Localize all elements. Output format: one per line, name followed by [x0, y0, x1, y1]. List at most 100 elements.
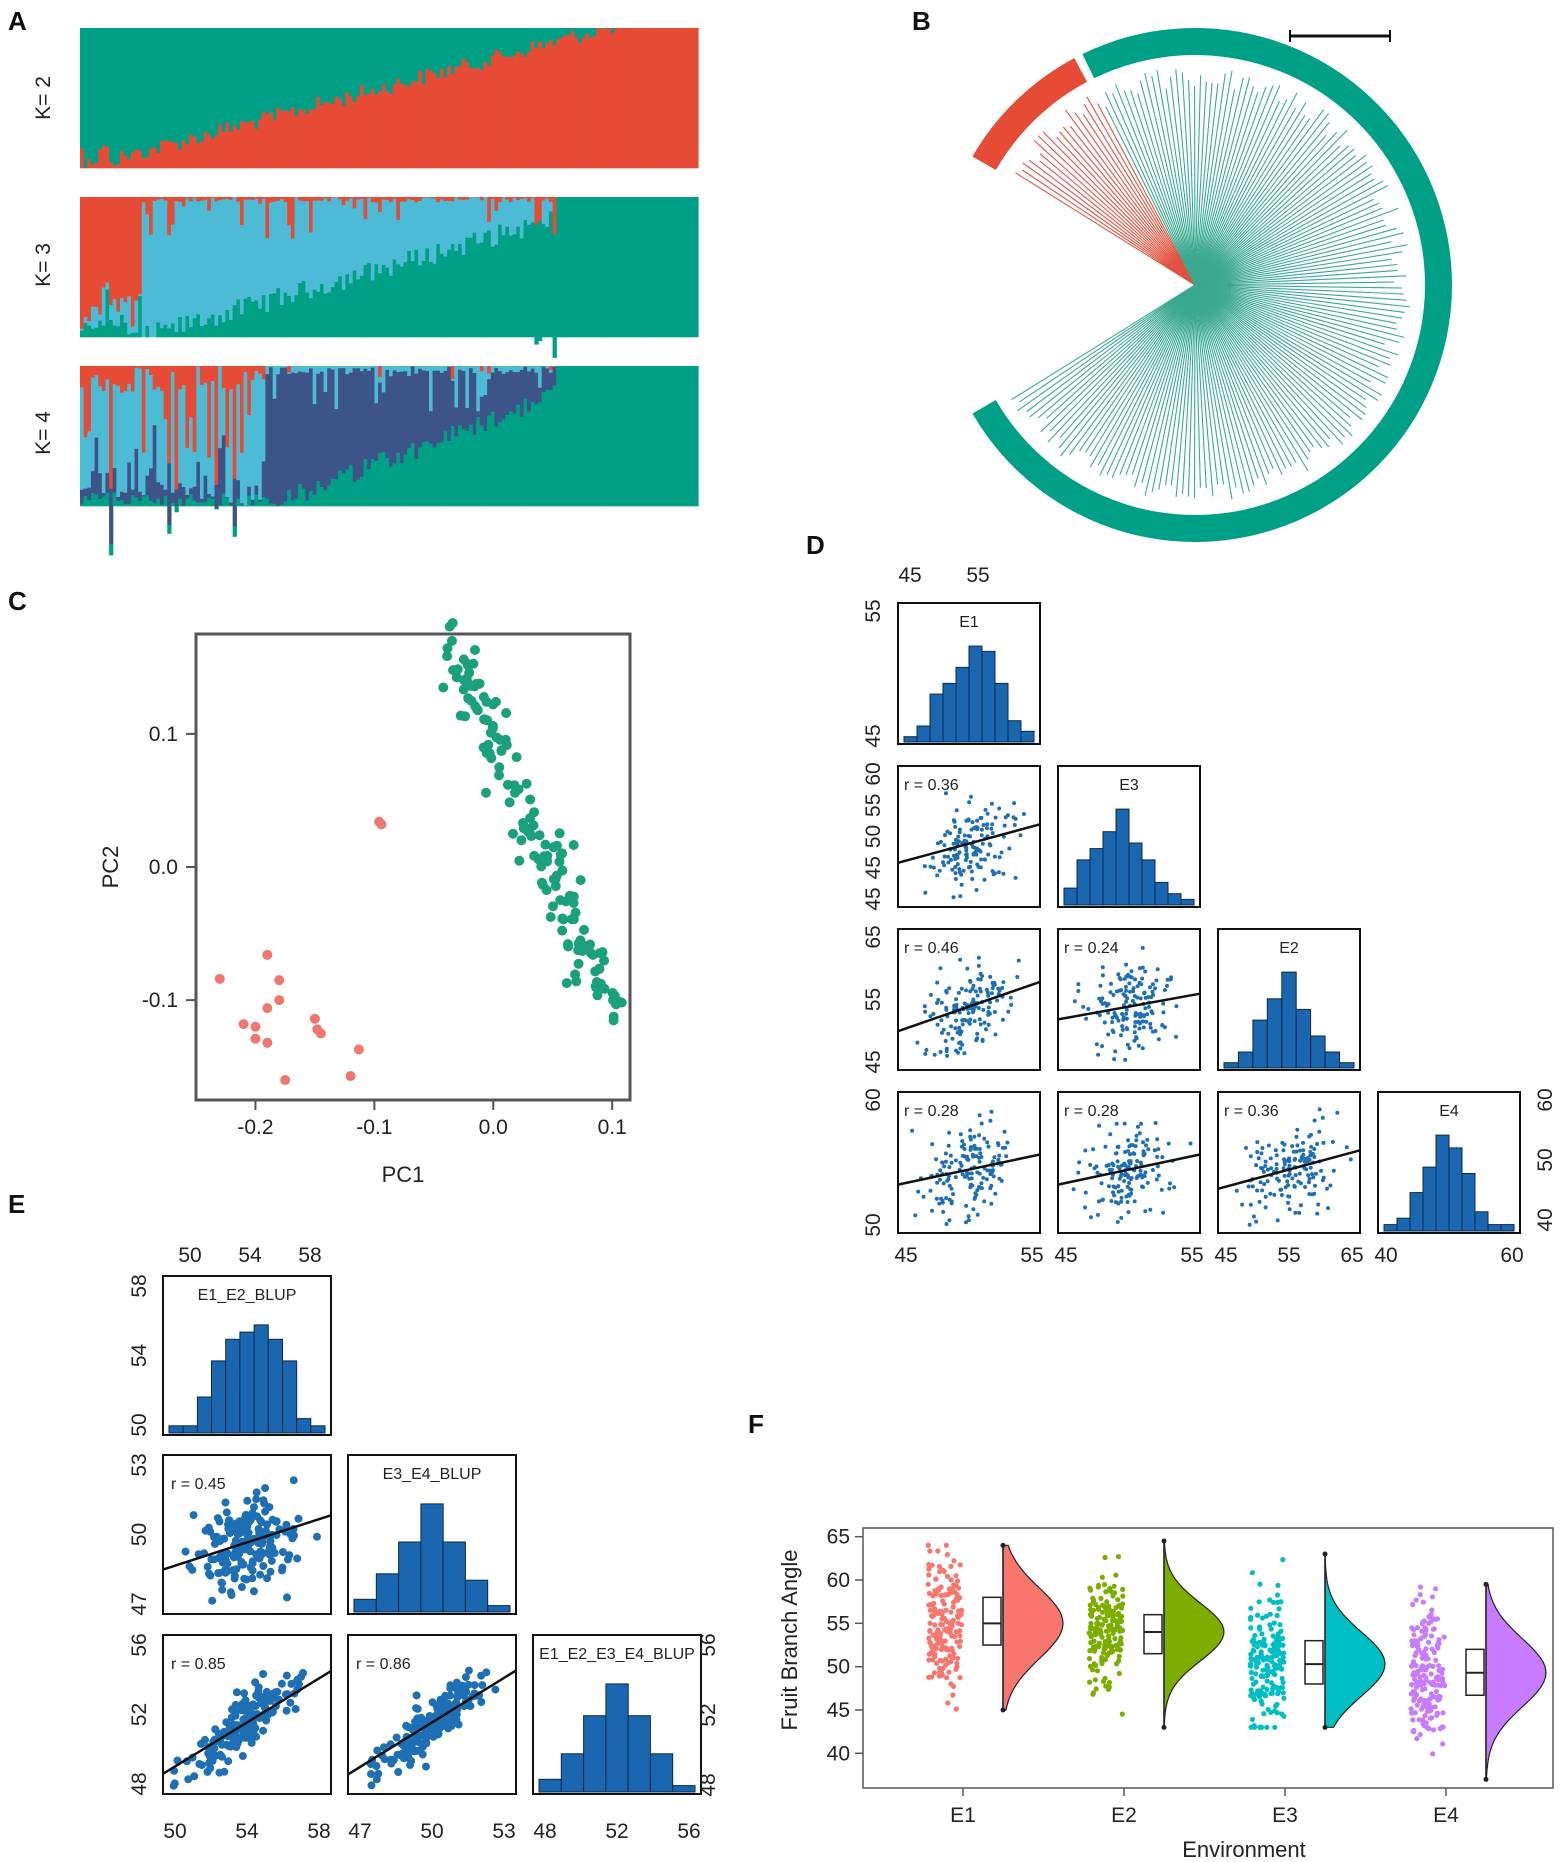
ancestry-segment-green	[418, 447, 423, 507]
raincloud-point	[1438, 1683, 1444, 1689]
ancestry-segment-lightblue	[130, 326, 136, 334]
ancestry-segment-navy	[378, 382, 383, 454]
ancestry-segment-lightblue	[290, 366, 296, 373]
ancestry-segment-green	[239, 504, 245, 507]
ancestry-segment-lightblue	[458, 199, 463, 245]
scatter-point	[976, 963, 981, 968]
ancestry-segment-green	[472, 434, 477, 507]
tree-branch-inner	[1194, 143, 1225, 286]
ancestry-segment-red	[236, 366, 241, 385]
scatter-point	[1001, 834, 1006, 839]
ancestry-segment-lightblue	[414, 366, 419, 374]
ancestry-segment-red	[465, 62, 470, 169]
ancestry-segment-green	[578, 28, 583, 44]
ancestry-segment-navy	[498, 371, 503, 423]
scatter-point	[190, 1772, 199, 1781]
ancestry-segment-green	[210, 498, 216, 507]
scatter-point	[975, 1188, 980, 1193]
ancestry-segment-green	[221, 493, 227, 507]
ancestry-segment-navy	[98, 473, 103, 500]
ancestry-segment-green	[534, 224, 539, 345]
tree-branch-outer	[1254, 287, 1404, 295]
raincloud-point	[1412, 1676, 1418, 1682]
bottom-tick-label: 45	[1214, 1244, 1237, 1267]
raincloud-point	[1248, 1669, 1254, 1675]
scatter-point	[1124, 1194, 1129, 1199]
violin-half	[1324, 1553, 1386, 1728]
ancestry-segment-navy	[272, 398, 277, 505]
ancestry-segment-red	[523, 56, 528, 169]
ancestry-segment-green	[538, 220, 543, 342]
pca-point-green	[568, 891, 579, 902]
ancestry-segment-navy	[552, 366, 557, 386]
ancestry-segment-green	[134, 497, 139, 507]
ancestry-segment-red	[83, 197, 88, 318]
ancestry-segment-red	[210, 197, 216, 199]
ancestry-segment-lightblue	[498, 366, 503, 372]
ancestry-segment-green	[636, 197, 641, 338]
ancestry-segment-green	[192, 28, 197, 138]
raincloud-point	[954, 1639, 960, 1645]
ancestry-segment-green	[668, 197, 674, 338]
ancestry-segment-green	[243, 298, 248, 338]
scatter-point	[997, 855, 1002, 860]
ancestry-segment-green	[229, 28, 234, 132]
ancestry-segment-green	[676, 366, 681, 507]
tree-branch-outer	[1350, 263, 1398, 270]
scatter-point	[928, 1188, 933, 1193]
scatter-point	[1274, 1153, 1279, 1158]
ancestry-segment-green	[610, 366, 615, 507]
scatter-point	[313, 1532, 321, 1541]
ancestry-segment-green	[170, 502, 176, 507]
ancestry-segment-green	[370, 28, 376, 90]
ancestry-segment-lightblue	[152, 201, 157, 338]
ancestry-segment-red	[156, 366, 161, 388]
scatter-point	[953, 837, 958, 842]
ancestry-segment-red	[214, 197, 219, 202]
ancestry-segment-navy	[534, 372, 539, 405]
scatter-point	[1135, 1159, 1140, 1163]
raincloud-point	[942, 1592, 949, 1598]
ancestry-segment-navy	[385, 369, 390, 459]
ancestry-segment-red	[319, 104, 325, 169]
histogram-bar	[420, 1503, 444, 1613]
tree-branch-outer	[1216, 107, 1297, 247]
scatter-point	[992, 982, 997, 987]
ancestry-segment-green	[359, 275, 365, 338]
scatter-point	[939, 1018, 944, 1023]
scatter-point	[1013, 875, 1018, 880]
pca-xtick-label: 0.0	[479, 1116, 508, 1139]
ancestry-segment-red	[101, 197, 107, 288]
ancestry-segment-navy	[392, 370, 397, 464]
ancestry-segment-red	[381, 83, 386, 169]
raincloud-point	[1430, 1751, 1436, 1757]
tree-branch-outer	[1144, 377, 1174, 496]
ancestry-segment-green	[516, 226, 521, 338]
tree-branch-inner	[1194, 179, 1306, 286]
ancestry-segment-green	[472, 232, 477, 338]
ancestry-segment-lightblue	[436, 366, 441, 371]
ancestry-segment-red	[287, 197, 292, 226]
raincloud-point	[1427, 1696, 1433, 1702]
ancestry-segment-green	[196, 28, 201, 144]
ancestry-segment-green	[207, 28, 212, 135]
top-tick-label: 58	[298, 1244, 321, 1267]
correlation-label: r = 0.28	[904, 1103, 959, 1120]
ancestry-segment-green	[548, 28, 554, 41]
scatter-point	[990, 831, 995, 836]
pca-point-green	[590, 981, 601, 992]
tree-branch-inner	[1086, 284, 1196, 368]
scatter-point	[1091, 1147, 1095, 1152]
histogram-bar	[1500, 1224, 1515, 1232]
ancestry-segment-red	[254, 197, 259, 199]
ancestry-segment-green	[534, 28, 539, 49]
ancestry-segment-green	[501, 28, 506, 57]
scatter-point	[243, 1496, 252, 1505]
pca-point-green	[471, 678, 482, 689]
ancestry-segment-green	[556, 197, 561, 338]
ancestry-segment-red	[436, 197, 441, 203]
raincloud-point	[1118, 1618, 1125, 1624]
ancestry-segment-green	[130, 333, 136, 338]
ancestry-segment-red	[189, 366, 194, 418]
scatter-point	[930, 855, 935, 860]
